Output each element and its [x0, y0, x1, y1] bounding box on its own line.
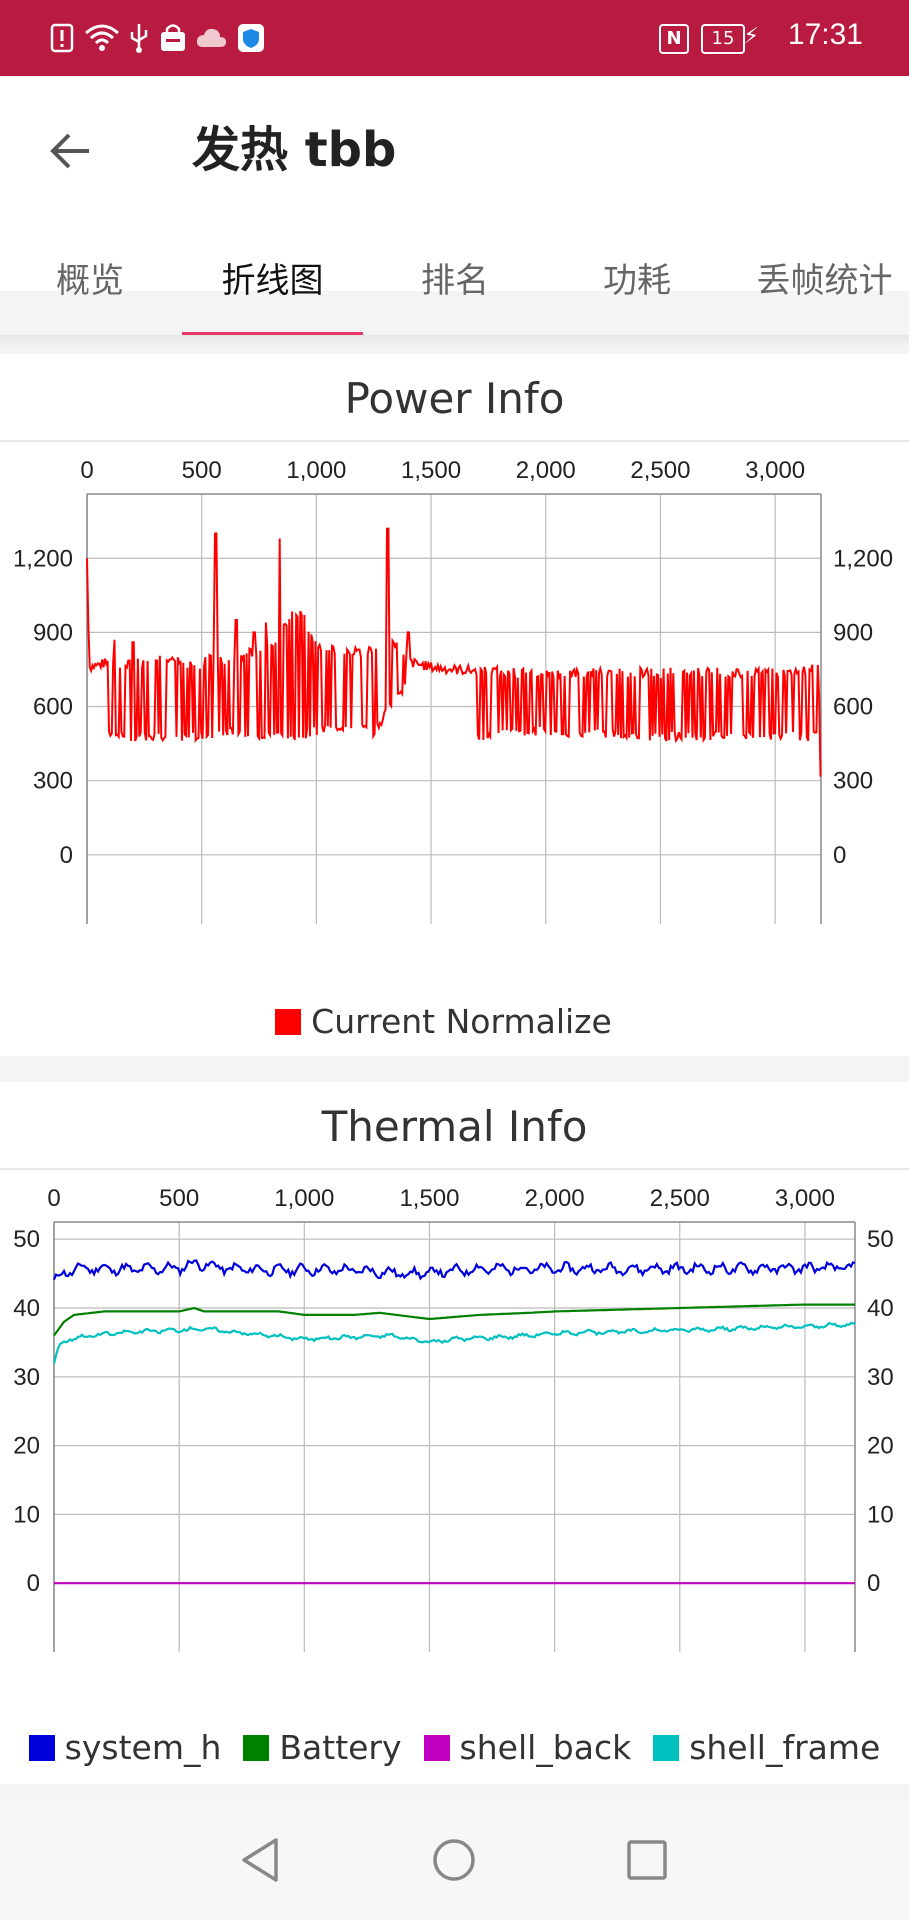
circle-home-icon: [433, 1839, 475, 1881]
series-line-shell-frame: [52, 1321, 856, 1364]
series-line-system-h: [52, 1259, 856, 1281]
nav-home-button[interactable]: [424, 1830, 484, 1890]
legend-swatch: [243, 1734, 270, 1761]
charging-icon: ⚡: [743, 24, 759, 49]
x-tick-label: 0: [80, 457, 93, 484]
nfc-icon: N: [659, 24, 689, 54]
app-bar: 发热 tbb 概览 折线图 排名 功耗 丢帧统计: [0, 76, 909, 301]
alert-icon: [48, 20, 76, 56]
thermal-info-card: Thermal Info 0 500 1,000 1,500 2,000 2,500 3,0…: [0, 1082, 909, 1784]
y-tick-label-right: 50: [867, 1226, 894, 1253]
y-tick-label: 900: [33, 619, 73, 646]
series-line-battery: [53, 1303, 855, 1337]
x-tick-label: 1,500: [399, 1185, 459, 1212]
page-title: 发热 tbb: [192, 122, 397, 178]
y-tick-label-right: 10: [867, 1501, 894, 1528]
y-tick-label-right: 900: [833, 619, 873, 646]
legend-swatch: [423, 1734, 450, 1761]
navigation-bar: [0, 1800, 909, 1920]
y-tick-label: 600: [33, 694, 73, 721]
y-tick-label: 0: [60, 842, 73, 869]
shopping-bag-icon: [158, 20, 188, 56]
legend-item: Battery: [243, 1728, 402, 1767]
tab-line-chart[interactable]: 折线图: [221, 261, 324, 301]
thermal-chart: 0 500 1,000 1,500 2,000 2,500 3,000 0 0 10 10 20 20 3…: [13, 1185, 894, 1652]
tab-bar: 概览 折线图 排名 功耗 丢帧统计: [0, 236, 909, 336]
status-bar: N 15 ⚡ 17:31: [0, 0, 909, 76]
nav-recents-button[interactable]: [617, 1830, 677, 1890]
y-tick-label-right: 0: [867, 1570, 880, 1597]
power-info-card: Power Info 0 500 1,000 1,500 2,000 2,500 3,000…: [0, 354, 909, 1056]
nav-back-button[interactable]: [230, 1830, 290, 1890]
back-button[interactable]: [36, 116, 106, 186]
chart-legend: system_h Battery shell_back shell_frame: [0, 1728, 909, 1767]
x-tick-label: 2,500: [630, 457, 690, 484]
chart-title: Power Info: [344, 374, 565, 423]
x-tick-label: 3,000: [775, 1185, 835, 1212]
y-tick-label-right: 20: [867, 1433, 894, 1460]
tab-frame-drop[interactable]: 丢帧统计: [756, 261, 893, 301]
x-tick-label: 1,000: [274, 1185, 334, 1212]
y-tick-label: 10: [13, 1501, 40, 1528]
legend-label: Current Normalize: [311, 1002, 612, 1041]
legend-swatch: [28, 1734, 55, 1761]
legend-label: system_h: [64, 1728, 222, 1767]
x-tick-label: 2,000: [516, 457, 576, 484]
legend-swatch: [653, 1734, 680, 1761]
divider: [0, 335, 909, 347]
shield-icon: [236, 20, 266, 56]
legend-item: shell_frame: [653, 1728, 880, 1767]
legend-item: shell_back: [423, 1728, 632, 1767]
y-tick-label-right: 600: [833, 694, 873, 721]
x-tick-label: 1,500: [401, 457, 461, 484]
y-tick-label-right: 300: [833, 768, 873, 795]
x-tick-label: 2,500: [650, 1185, 710, 1212]
chart-legend: Current Normalize: [0, 1002, 909, 1041]
y-tick-label: 50: [13, 1226, 40, 1253]
y-tick-label: 0: [27, 1570, 40, 1597]
battery-icon: 15: [701, 24, 745, 54]
arrow-left-icon: [50, 133, 89, 169]
y-tick-label-right: 0: [833, 842, 846, 869]
legend-label: shell_back: [459, 1728, 632, 1767]
y-tick-label: 1,200: [13, 545, 73, 572]
usb-icon: [126, 20, 152, 56]
y-tick-label: 30: [13, 1364, 40, 1391]
tab-ranking[interactable]: 排名: [421, 261, 489, 301]
cloud-icon: [194, 20, 228, 56]
chart-title: Thermal Info: [321, 1102, 588, 1151]
y-tick-label-right: 1,200: [833, 545, 893, 572]
y-tick-label: 40: [13, 1295, 40, 1322]
x-tick-label: 500: [182, 457, 222, 484]
y-tick-label-right: 40: [867, 1295, 894, 1322]
y-tick-label: 20: [13, 1433, 40, 1460]
x-tick-label: 0: [47, 1185, 60, 1212]
legend-label: Battery: [279, 1728, 402, 1767]
legend-item: Current Normalize: [275, 1002, 612, 1041]
legend-swatch: [275, 1008, 302, 1035]
x-tick-label: 2,000: [525, 1185, 585, 1212]
tab-power[interactable]: 功耗: [603, 261, 671, 301]
triangle-back-icon: [242, 1838, 278, 1882]
clock: 17:31: [787, 18, 863, 51]
legend-label: shell_frame: [689, 1728, 881, 1767]
x-tick-label: 3,000: [745, 457, 805, 484]
y-tick-label: 300: [33, 768, 73, 795]
x-tick-label: 500: [159, 1185, 199, 1212]
series-line-current-normalize: [86, 527, 822, 777]
square-recents-icon: [627, 1840, 667, 1880]
divider: [0, 1168, 909, 1170]
power-chart: 0 500 1,000 1,500 2,000 2,500 3,000 0 0 300 300 600…: [13, 457, 893, 924]
wifi-icon: [82, 20, 122, 56]
y-tick-label-right: 30: [867, 1364, 894, 1391]
legend-item: system_h: [28, 1728, 222, 1767]
divider: [0, 440, 909, 442]
tab-overview[interactable]: 概览: [56, 261, 124, 301]
x-tick-label: 1,000: [286, 457, 346, 484]
